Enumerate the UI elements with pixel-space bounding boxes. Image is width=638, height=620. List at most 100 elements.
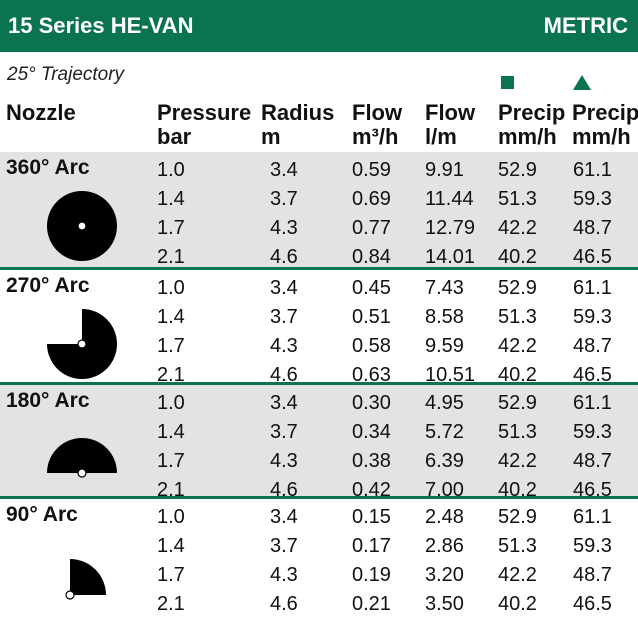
flow-m3h-cell: 0.59 bbox=[352, 159, 391, 181]
flow-m3h-cell: 0.21 bbox=[352, 593, 391, 615]
flow-m3h-cell: 0.30 bbox=[352, 392, 391, 414]
precip-square-cell: 40.2 bbox=[498, 593, 537, 615]
flow-lm-cell: 10.51 bbox=[425, 364, 476, 386]
header-nozzle: Nozzle bbox=[6, 101, 76, 125]
pressure-cell: 1.0 bbox=[157, 506, 185, 528]
flow-lm-cell: 3.20 bbox=[425, 564, 464, 586]
pressure-cell: 1.7 bbox=[157, 217, 185, 239]
flow-m3h-cell: 0.63 bbox=[352, 364, 391, 386]
precip-triangle-cell: 61.1 bbox=[573, 277, 612, 299]
flow-m3h-cell: 0.77 bbox=[352, 217, 391, 239]
header-line1: Flow bbox=[352, 100, 403, 125]
flow-m3h-cell: 0.69 bbox=[352, 188, 391, 210]
half-circle-arc-icon bbox=[42, 415, 122, 500]
precip-square-cell: 42.2 bbox=[498, 450, 537, 472]
product-title: 15 Series HE-VAN bbox=[8, 13, 194, 38]
radius-cell: 3.4 bbox=[270, 277, 298, 299]
arc-label: 360° Arc bbox=[6, 156, 90, 179]
arc-label: 180° Arc bbox=[6, 389, 90, 412]
precip-triangle-cell: 48.7 bbox=[573, 450, 612, 472]
header-line2: m bbox=[261, 124, 281, 149]
precip-triangle-cell: 46.5 bbox=[573, 593, 612, 615]
header-line1: Precip bbox=[498, 100, 566, 125]
precip-square-cell: 42.2 bbox=[498, 217, 537, 239]
flow-lm-cell: 9.59 bbox=[425, 335, 464, 357]
precip-triangle-cell: 59.3 bbox=[573, 421, 612, 443]
radius-cell: 3.4 bbox=[270, 159, 298, 181]
radius-cell: 4.6 bbox=[270, 479, 298, 501]
precip-square-cell: 52.9 bbox=[498, 277, 537, 299]
pressure-cell: 1.7 bbox=[157, 450, 185, 472]
pressure-cell: 1.0 bbox=[157, 159, 185, 181]
header-precip-triangle: Precip mm/h bbox=[572, 101, 638, 149]
precip-triangle-cell: 61.1 bbox=[573, 159, 612, 181]
radius-cell: 3.4 bbox=[270, 506, 298, 528]
radius-cell: 3.7 bbox=[270, 421, 298, 443]
radius-cell: 3.4 bbox=[270, 392, 298, 414]
header-line2: mm/h bbox=[498, 124, 557, 149]
precip-triangle-cell: 59.3 bbox=[573, 188, 612, 210]
pressure-cell: 1.7 bbox=[157, 335, 185, 357]
flow-m3h-cell: 0.19 bbox=[352, 564, 391, 586]
pressure-cell: 2.1 bbox=[157, 593, 185, 615]
flow-lm-cell: 9.91 bbox=[425, 159, 464, 181]
precip-square-cell: 52.9 bbox=[498, 159, 537, 181]
precip-triangle-cell: 46.5 bbox=[573, 479, 612, 501]
header-line2: mm/h bbox=[572, 124, 631, 149]
arc-group: 180° Arc 1.0 3.4 0.30 4.95 52.9 61.1 1.4 3.7 0.34… bbox=[0, 382, 638, 501]
three-quarter-arc-icon bbox=[42, 304, 122, 389]
precip-square-cell: 52.9 bbox=[498, 392, 537, 414]
header-line1: Precip bbox=[572, 100, 638, 125]
header-line2: m³/h bbox=[352, 124, 399, 149]
flow-lm-cell: 12.79 bbox=[425, 217, 476, 239]
quarter-circle-arc-icon bbox=[48, 529, 128, 614]
precip-triangle-cell: 46.5 bbox=[573, 246, 612, 268]
flow-lm-cell: 2.86 bbox=[425, 535, 464, 557]
precip-square-cell: 40.2 bbox=[498, 364, 537, 386]
flow-m3h-cell: 0.45 bbox=[352, 277, 391, 299]
header-pressure: Pressure bar bbox=[157, 101, 251, 149]
flow-lm-cell: 7.00 bbox=[425, 479, 464, 501]
header-line1: Nozzle bbox=[6, 100, 76, 125]
header-line1: Pressure bbox=[157, 100, 252, 125]
precip-square-cell: 51.3 bbox=[498, 421, 537, 443]
flow-m3h-cell: 0.58 bbox=[352, 335, 391, 357]
precip-triangle-cell: 48.7 bbox=[573, 217, 612, 239]
flow-m3h-cell: 0.34 bbox=[352, 421, 391, 443]
pressure-cell: 2.1 bbox=[157, 364, 185, 386]
flow-m3h-cell: 0.38 bbox=[352, 450, 391, 472]
pressure-cell: 1.0 bbox=[157, 392, 185, 414]
flow-lm-cell: 14.01 bbox=[425, 246, 476, 268]
flow-lm-cell: 7.43 bbox=[425, 277, 464, 299]
precip-triangle-cell: 59.3 bbox=[573, 306, 612, 328]
full-circle-arc-icon bbox=[42, 186, 122, 271]
header-line2: l/m bbox=[425, 124, 457, 149]
flow-lm-cell: 3.50 bbox=[425, 593, 464, 615]
radius-cell: 3.7 bbox=[270, 188, 298, 210]
flow-lm-cell: 2.48 bbox=[425, 506, 464, 528]
precip-square-cell: 40.2 bbox=[498, 479, 537, 501]
header-line1: Flow bbox=[425, 100, 476, 125]
header-flow-m3h: Flow m³/h bbox=[352, 101, 402, 149]
flow-m3h-cell: 0.42 bbox=[352, 479, 391, 501]
precip-triangle-cell: 61.1 bbox=[573, 506, 612, 528]
pressure-cell: 1.7 bbox=[157, 564, 185, 586]
precip-square-cell: 51.3 bbox=[498, 188, 537, 210]
precip-square-cell: 51.3 bbox=[498, 535, 537, 557]
unit-system-label: METRIC bbox=[543, 13, 628, 38]
radius-cell: 3.7 bbox=[270, 306, 298, 328]
header-precip-square: Precip mm/h bbox=[498, 101, 565, 149]
square-spacing-icon bbox=[501, 76, 514, 89]
triangle-spacing-icon bbox=[573, 75, 591, 90]
pressure-cell: 1.0 bbox=[157, 277, 185, 299]
arc-group: 90° Arc 1.0 3.4 0.15 2.48 52.9 61.1 1.4 3.7 0.17 2… bbox=[0, 496, 638, 620]
flow-lm-cell: 6.39 bbox=[425, 450, 464, 472]
pressure-cell: 1.4 bbox=[157, 188, 185, 210]
precip-triangle-cell: 46.5 bbox=[573, 364, 612, 386]
flow-m3h-cell: 0.51 bbox=[352, 306, 391, 328]
precip-square-cell: 42.2 bbox=[498, 335, 537, 357]
flow-lm-cell: 11.44 bbox=[425, 188, 474, 210]
radius-cell: 4.3 bbox=[270, 450, 298, 472]
radius-cell: 4.6 bbox=[270, 364, 298, 386]
header-flow-lm: Flow l/m bbox=[425, 101, 475, 149]
